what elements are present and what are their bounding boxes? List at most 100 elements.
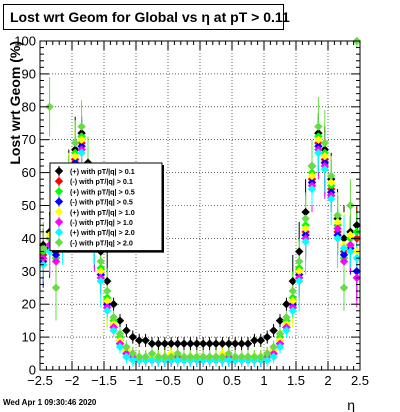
data-point (327, 194, 336, 204)
data-point (141, 336, 150, 345)
data-point (211, 339, 221, 348)
legend-marker (54, 187, 64, 196)
data-point (231, 339, 240, 348)
data-point (301, 224, 310, 233)
data-point (51, 283, 61, 292)
data-point (314, 148, 323, 158)
legend-entry-label: (-) with pT/|q| > 2.0 (70, 238, 133, 247)
data-point (45, 102, 54, 111)
data-point (237, 352, 246, 362)
data-point (339, 250, 349, 260)
x-tick-label: 2 (324, 373, 331, 388)
data-point (160, 352, 169, 362)
data-point (288, 286, 297, 296)
data-point (77, 122, 86, 131)
data-point (173, 349, 182, 358)
data-point (301, 237, 310, 246)
data-point (314, 135, 323, 144)
y-tick-label: 20 (22, 297, 36, 312)
x-tick-label: −0.5 (155, 373, 181, 388)
data-point (256, 352, 265, 362)
data-point (45, 247, 54, 256)
data-point (128, 332, 137, 342)
data-point (288, 276, 297, 286)
data-point (173, 355, 182, 365)
data-point (103, 296, 112, 306)
data-point (224, 349, 233, 358)
data-point (307, 171, 317, 181)
data-point (51, 257, 61, 266)
data-point (199, 352, 208, 362)
data-point (327, 178, 336, 187)
y-axis-label: Lost wrt Geom (%) (7, 41, 23, 165)
data-point (256, 336, 265, 345)
legend-entry-label: (-) with pT/|q| > 1.0 (70, 218, 133, 227)
data-point (71, 138, 80, 148)
data-point (250, 352, 259, 362)
data-point (231, 352, 240, 362)
legend-marker (54, 217, 64, 227)
data-point (109, 326, 118, 335)
data-point (96, 257, 105, 266)
legend-shadow (162, 165, 164, 253)
data-point (339, 283, 349, 292)
y-tick-label: 0 (29, 363, 36, 378)
x-tick-label: −1 (129, 373, 144, 388)
data-point (51, 250, 61, 260)
chart-title: Lost wrt Geom for Global vs η at pT > 0.… (3, 4, 290, 30)
data-point (301, 207, 310, 217)
data-point (147, 339, 157, 348)
legend-marker (54, 166, 64, 176)
series-markers-8 (39, 36, 361, 362)
data-point (269, 342, 278, 352)
x-tick-label: −1.5 (91, 373, 117, 388)
data-point (77, 148, 86, 158)
data-point (333, 234, 342, 243)
x-axis-label: η (347, 397, 355, 412)
data-point (154, 339, 163, 348)
data-point (128, 349, 137, 358)
data-point (263, 332, 272, 342)
data-point (192, 352, 201, 362)
y-tick-label: 50 (22, 198, 36, 213)
data-point (320, 165, 329, 174)
x-tick-label: −2 (65, 373, 80, 388)
y-tick-label: 60 (22, 165, 36, 180)
data-point (141, 352, 150, 362)
data-point (147, 349, 157, 358)
legend-entry-label: (+) with pT/|q| > 0.5 (70, 187, 135, 196)
data-point (173, 339, 182, 348)
legend-marker (54, 177, 64, 186)
data-point (307, 161, 317, 171)
x-tick-label: 1 (260, 373, 267, 388)
data-point (339, 234, 349, 243)
data-point (314, 122, 323, 131)
legend-entry-label: (-) with pT/|q| > 0.5 (70, 198, 133, 207)
data-point (115, 316, 125, 325)
data-point (167, 339, 176, 348)
data-point (218, 339, 227, 348)
data-point (39, 244, 48, 253)
legend-entry-label: (-) with pT/|q| > 0.1 (70, 177, 133, 186)
y-tick-label: 100 (14, 34, 36, 49)
data-point (269, 326, 278, 335)
data-point (192, 339, 201, 348)
y-tick-label: 30 (22, 264, 36, 279)
data-point (275, 342, 285, 352)
data-point (269, 352, 278, 362)
data-point (179, 352, 189, 362)
data-point (154, 352, 163, 362)
data-point (135, 352, 144, 362)
data-point (346, 201, 355, 210)
data-point (128, 355, 137, 365)
data-point (295, 267, 304, 276)
data-point (224, 339, 233, 348)
legend-box (49, 162, 163, 252)
data-point (346, 240, 355, 250)
data-point (77, 135, 86, 144)
data-point (179, 339, 189, 348)
data-point (122, 352, 131, 362)
data-point (339, 257, 349, 266)
legend-entry-label: (+) with pT/|q| > 0.1 (70, 167, 135, 176)
